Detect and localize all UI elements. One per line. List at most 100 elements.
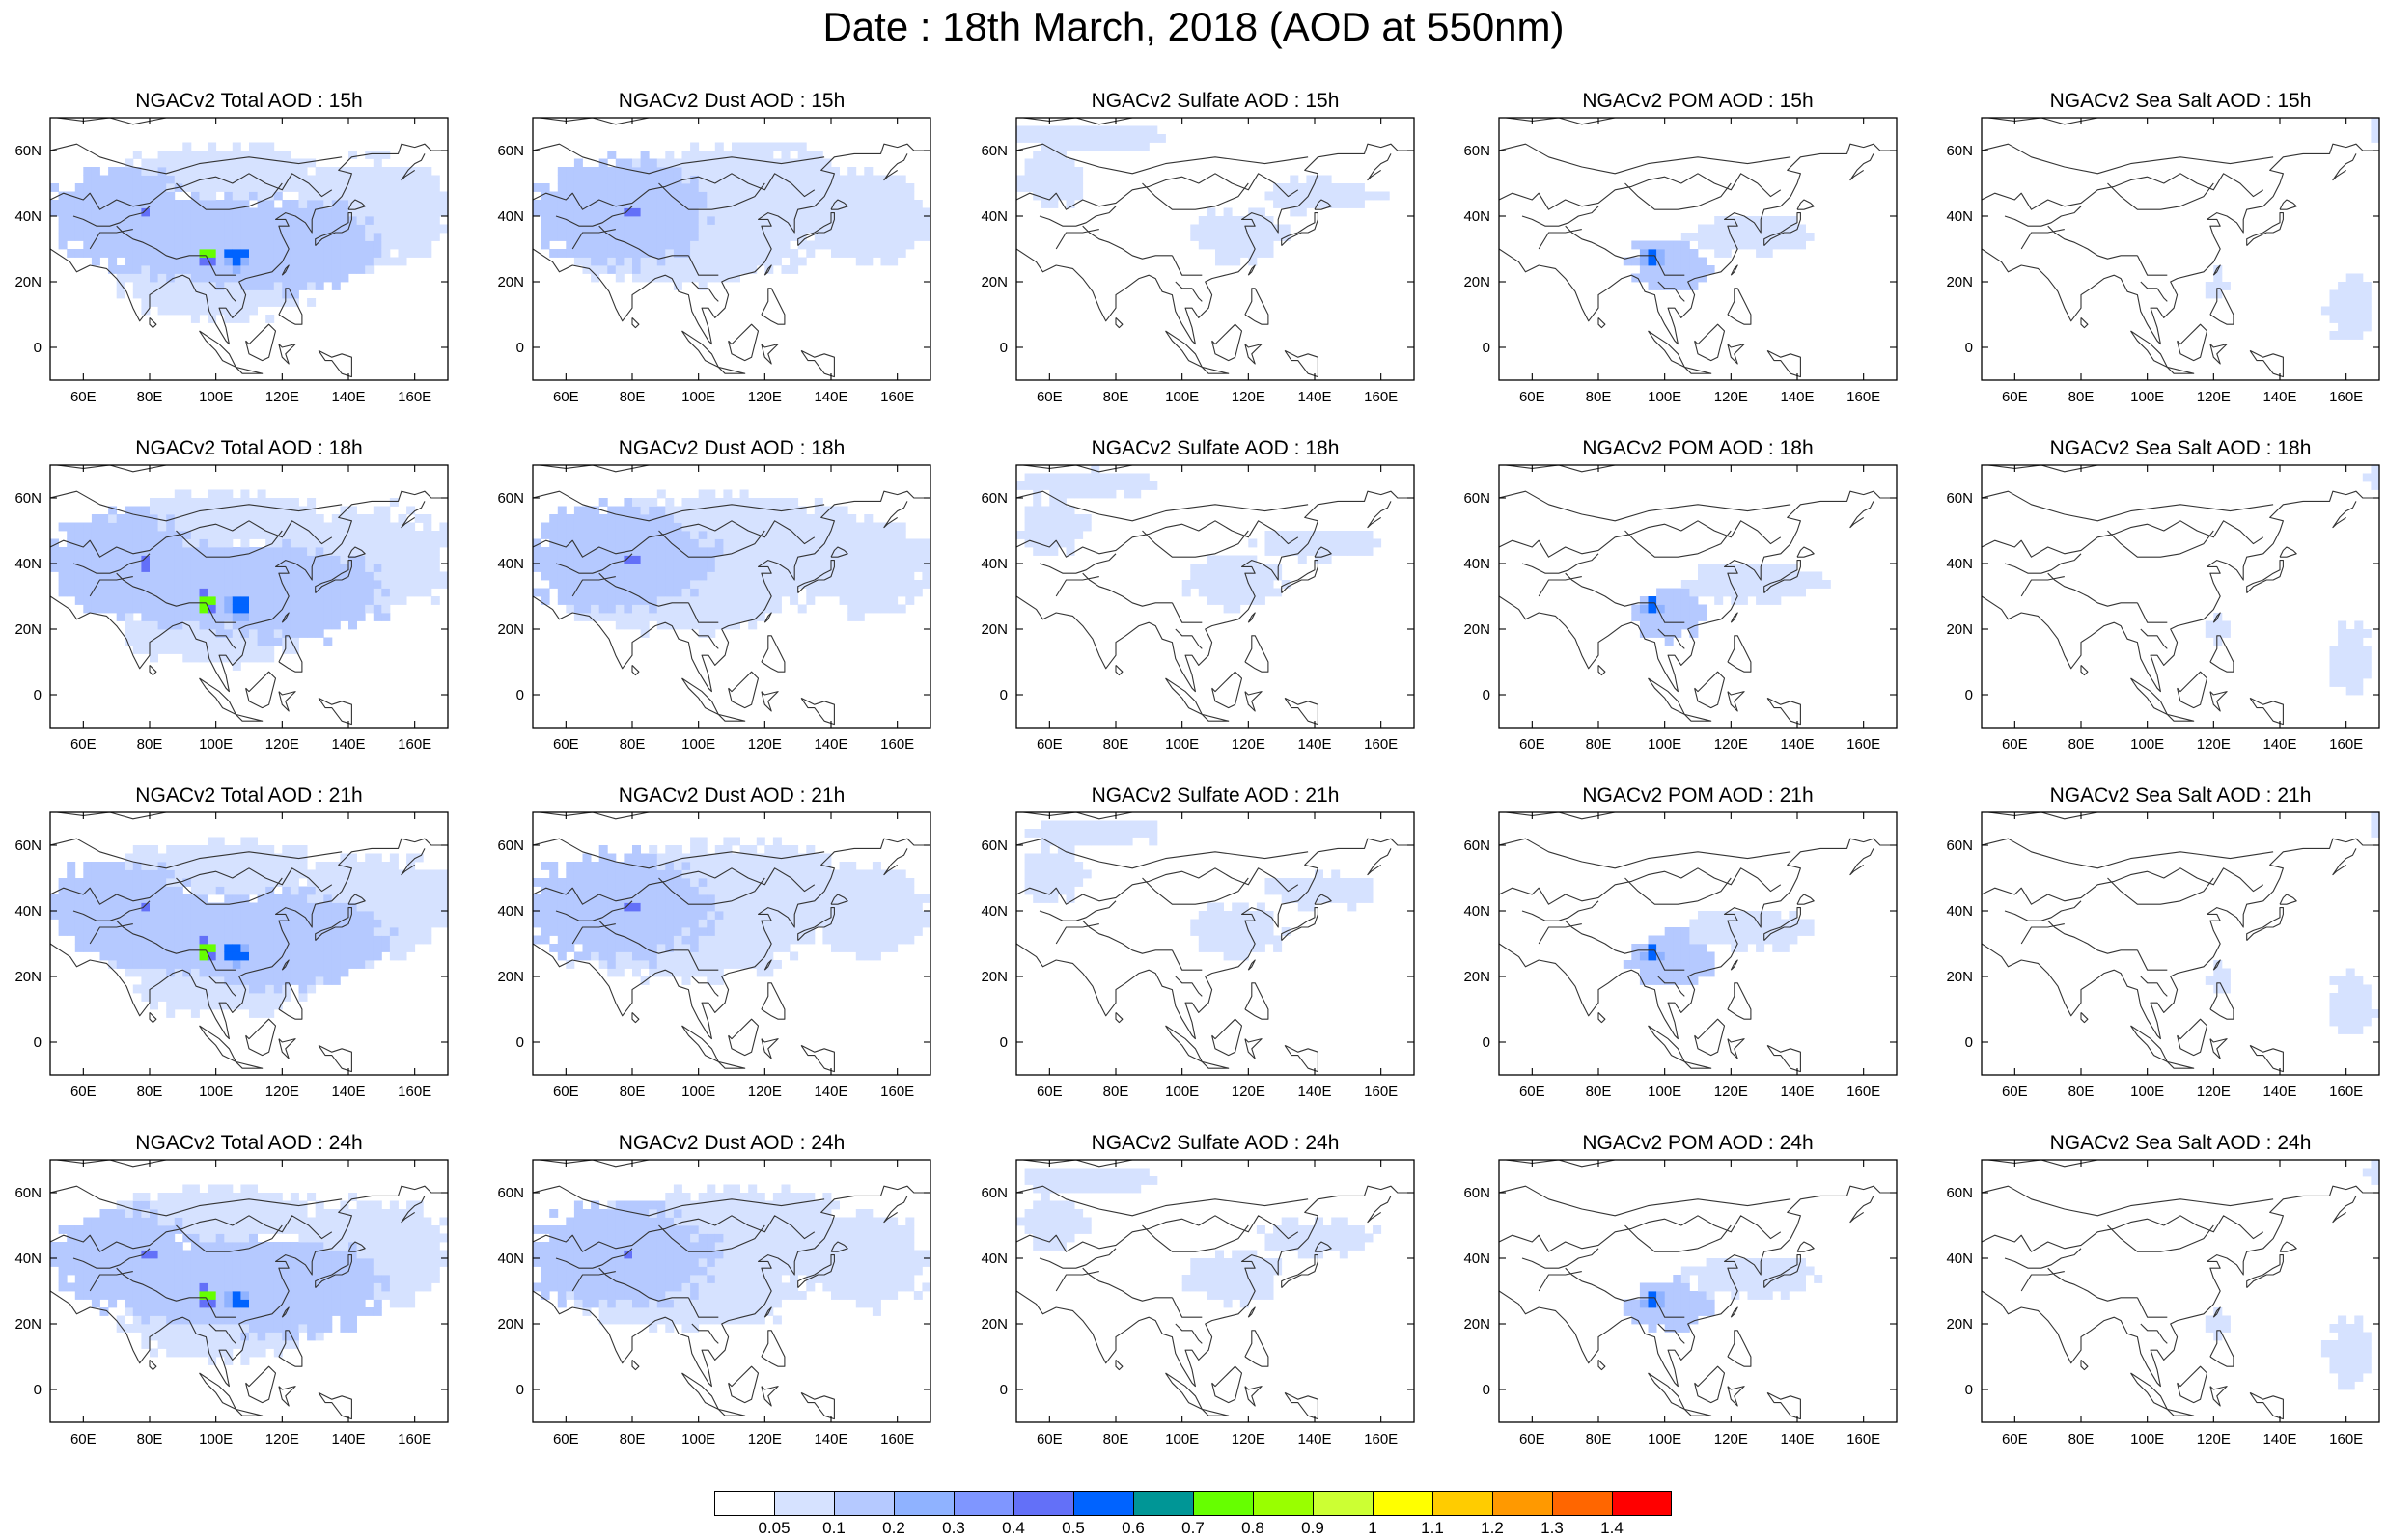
- lon-tick-label: 60E: [2002, 1084, 2028, 1100]
- panel-title: NGACv2 Total AOD : 21h: [135, 784, 363, 807]
- lon-tick-label: 120E: [265, 1431, 299, 1447]
- panel-title: NGACv2 Dust AOD : 24h: [618, 1132, 846, 1154]
- lon-tick-label: 160E: [398, 736, 431, 753]
- lon-tick-label: 100E: [199, 736, 233, 753]
- lat-tick-label: 60N: [1946, 143, 1973, 159]
- lon-tick-label: 160E: [398, 389, 431, 405]
- lon-tick-label: 60E: [1037, 389, 1063, 405]
- aod-field: [1623, 216, 1815, 290]
- lon-tick-label: 120E: [1232, 736, 1265, 753]
- lat-tick-label: 60N: [14, 1185, 42, 1201]
- lat-tick-label: 40N: [981, 208, 1008, 225]
- map-panel-dust-2: NGACv2 Dust AOD : 21h 60N 40N 20N 0 60E 80E 100…: [481, 784, 940, 1121]
- lon-tick-label: 100E: [1648, 736, 1681, 753]
- lon-tick-label: 60E: [1519, 389, 1545, 405]
- lat-tick-label: 40N: [497, 903, 524, 920]
- lat-tick-label: 60N: [981, 490, 1008, 507]
- lat-tick-label: 0: [1483, 1382, 1490, 1398]
- lat-tick-label: 60N: [497, 1185, 524, 1201]
- lon-tick-label: 100E: [681, 736, 715, 753]
- lat-tick-label: 40N: [497, 1251, 524, 1267]
- lat-tick-label: 0: [516, 1382, 524, 1398]
- aod-field: [1016, 125, 1390, 266]
- lon-tick-label: 120E: [1232, 1431, 1265, 1447]
- lat-tick-label: 20N: [497, 1316, 524, 1333]
- map-frame: [1498, 811, 1898, 1076]
- colorbar-swatch: [1373, 1491, 1432, 1516]
- colorbar-swatch: [1313, 1491, 1373, 1516]
- lat-tick-label: 60N: [1463, 143, 1490, 159]
- lat-tick-label: 40N: [1946, 903, 1973, 920]
- lon-tick-label: 100E: [1648, 1084, 1681, 1100]
- lon-tick-label: 140E: [331, 1084, 365, 1100]
- coastlines: [533, 118, 930, 378]
- map-panel-seasalt-3: NGACv2 Sea Salt AOD : 24h 60N 40N 20N 0 60E 80…: [1929, 1131, 2387, 1469]
- panel-title: NGACv2 Total AOD : 24h: [135, 1132, 363, 1154]
- map-panel-total-2: NGACv2 Total AOD : 21h 60N 40N 20N 0 60E 80E 10…: [0, 784, 458, 1121]
- map-panel-dust-3: NGACv2 Dust AOD : 24h 60N 40N 20N 0 60E 80E 100…: [481, 1131, 940, 1469]
- aod-colorbar: 0.05 0.1 0.2 0.3 0.4 0.5 0.6 0.7 0.8 0.9 1 1.1 1.2 1.…: [714, 1491, 1672, 1537]
- lon-tick-label: 140E: [814, 389, 847, 405]
- coastlines: [1982, 1160, 2379, 1420]
- lon-tick-label: 100E: [681, 389, 715, 405]
- lat-tick-label: 0: [1483, 687, 1490, 703]
- map-panel-total-1: NGACv2 Total AOD : 18h 60N 40N 20N 0 60E 80E 10…: [0, 436, 458, 774]
- coastlines: [1016, 465, 1414, 726]
- aod-field: [1631, 564, 1831, 646]
- lon-tick-label: 60E: [2002, 736, 2028, 753]
- lon-tick-label: 80E: [2068, 736, 2095, 753]
- lon-tick-label: 60E: [2002, 389, 2028, 405]
- panel-title: NGACv2 POM AOD : 24h: [1582, 1132, 1814, 1154]
- lon-tick-label: 100E: [199, 389, 233, 405]
- lon-tick-label: 80E: [1103, 1084, 1129, 1100]
- map-frame: [49, 464, 449, 729]
- lon-tick-label: 160E: [1364, 736, 1398, 753]
- lon-tick-label: 80E: [137, 1084, 163, 1100]
- lat-tick-label: 0: [34, 1382, 42, 1398]
- lat-tick-label: 0: [34, 1034, 42, 1051]
- aod-map: 60N 40N 20N 0 60E 80E 100E 120E 140E 160E: [1463, 811, 1898, 1100]
- aod-map: 60N 40N 20N 0 60E 80E 100E 120E 140E 160E: [14, 811, 449, 1100]
- lon-tick-label: 60E: [70, 736, 97, 753]
- map-panel-pom-1: NGACv2 POM AOD : 18h 60N 40N 20N 0 60E 80E 100E…: [1447, 436, 1906, 774]
- colorbar-swatch: [834, 1491, 894, 1516]
- aod-field: [2205, 812, 2379, 1034]
- lon-tick-label: 140E: [1780, 736, 1814, 753]
- lat-tick-label: 60N: [1463, 490, 1490, 507]
- map-panel-seasalt-1: NGACv2 Sea Salt AOD : 18h 60N 40N 20N 0 60E 80…: [1929, 436, 2387, 774]
- lon-tick-label: 100E: [1165, 1084, 1199, 1100]
- aod-map: 60N 40N 20N 0 60E 80E 100E 120E 140E 160E: [497, 1159, 931, 1447]
- lon-tick-label: 120E: [2197, 1084, 2231, 1100]
- map-frame: [1498, 1159, 1898, 1423]
- colorbar-swatch: [894, 1491, 954, 1516]
- lat-tick-label: 40N: [1463, 208, 1490, 225]
- map-panel-sulfate-0: NGACv2 Sulfate AOD : 15h 60N 40N 20N 0 60E 80E…: [964, 89, 1424, 426]
- aod-map: 60N 40N 20N 0 60E 80E 100E 120E 140E 160E: [1946, 117, 2380, 405]
- map-panel-pom-3: NGACv2 POM AOD : 24h 60N 40N 20N 0 60E 80E 100E…: [1447, 1131, 1906, 1469]
- lon-tick-label: 140E: [2262, 1431, 2296, 1447]
- map-frame: [1981, 1159, 2380, 1423]
- lon-tick-label: 100E: [2130, 1431, 2164, 1447]
- coastlines: [1499, 812, 1897, 1073]
- lat-tick-label: 20N: [981, 1316, 1008, 1333]
- lon-tick-label: 80E: [2068, 389, 2095, 405]
- map-panel-sulfate-1: NGACv2 Sulfate AOD : 18h 60N 40N 20N 0 60E 80E…: [964, 436, 1424, 774]
- colorbar-label: 0.7: [1181, 1519, 1205, 1537]
- lat-tick-label: 60N: [1463, 1185, 1490, 1201]
- colorbar-swatch: [1552, 1491, 1612, 1516]
- coastlines: [533, 1160, 930, 1420]
- lat-tick-label: 60N: [1946, 1185, 1973, 1201]
- aod-map: 60N 40N 20N 0 60E 80E 100E 120E 140E 160E: [1463, 117, 1898, 405]
- panel-title: NGACv2 Sea Salt AOD : 21h: [2049, 784, 2312, 807]
- aod-map: 60N 40N 20N 0 60E 80E 100E 120E 140E 160E: [497, 811, 931, 1100]
- lon-tick-label: 80E: [620, 1084, 646, 1100]
- lat-tick-label: 20N: [1463, 274, 1490, 290]
- lat-tick-label: 0: [1000, 687, 1008, 703]
- lon-tick-label: 100E: [1648, 389, 1681, 405]
- aod-map: 60N 40N 20N 0 60E 80E 100E 120E 140E 160E: [1946, 464, 2380, 753]
- aod-map: 60N 40N 20N 0 60E 80E 100E 120E 140E 160E: [1946, 1159, 2380, 1447]
- lon-tick-label: 60E: [553, 1431, 579, 1447]
- colorbar-swatch: [1073, 1491, 1133, 1516]
- map-frame: [1981, 464, 2380, 729]
- coastlines: [1499, 118, 1897, 378]
